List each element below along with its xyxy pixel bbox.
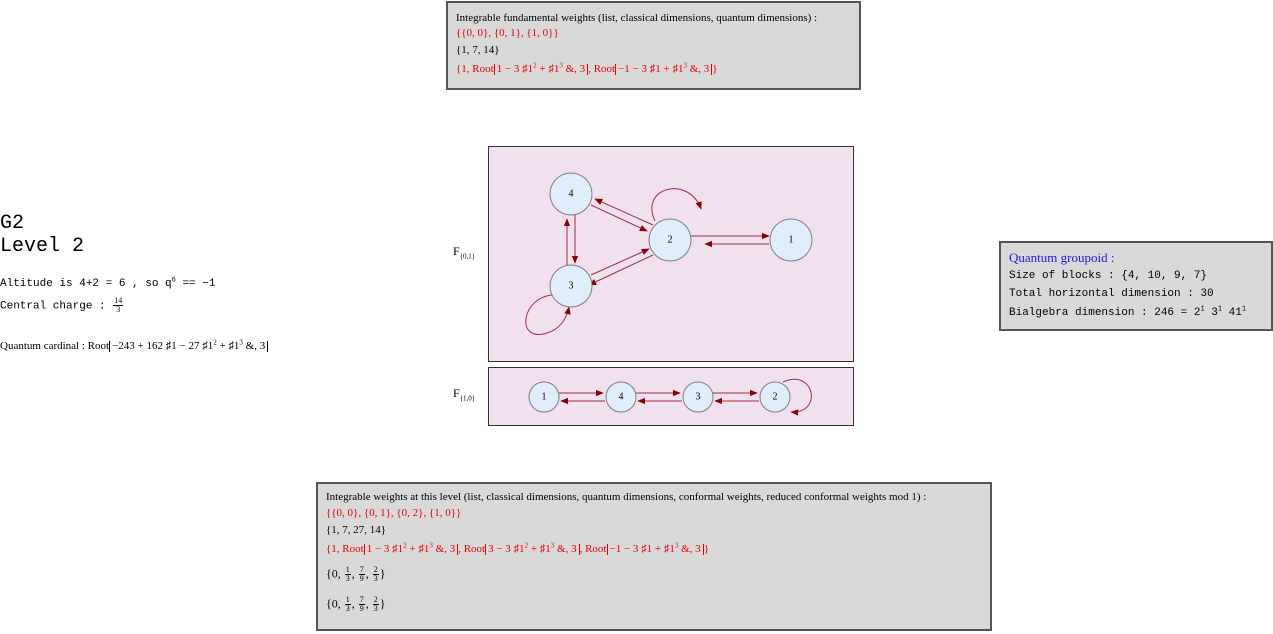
svg-text:1: 1 — [542, 391, 547, 402]
quantum-cardinal-line: Quantum cardinal : Root −243 + 162 ♯1 − 2… — [0, 339, 269, 352]
loop-2 — [651, 188, 702, 222]
graph2-edges — [559, 379, 812, 416]
fundamental-weights-box: Integrable fundamental weights (list, cl… — [446, 1, 861, 90]
svg-text:3: 3 — [696, 391, 701, 402]
svg-text:4: 4 — [619, 391, 624, 402]
integrable-weights-title: Integrable weights at this level (list, … — [326, 491, 927, 503]
fundamental-weights-title: Integrable fundamental weights (list, cl… — [456, 12, 818, 24]
edge-2-4 — [594, 198, 654, 226]
graph1-node-4: 4 — [549, 172, 593, 216]
integrable-classical-dims: {1, 7, 27, 14} — [326, 524, 387, 536]
svg-text:2: 2 — [773, 391, 778, 402]
fundamental-classical-dims: {1, 7, 14} — [456, 44, 500, 56]
fundamental-quantum-dims: {1, Root 1 − 3 ♯12 + ♯13 &, 3, Root −1 − 3… — [456, 61, 718, 75]
svg-text:1: 1 — [789, 234, 794, 245]
algebra-title: G2 — [0, 212, 25, 235]
fusion-graph-label-01: F{0,1} — [453, 244, 476, 261]
graph2-node-1: 1 — [528, 381, 560, 413]
integrable-weights-box: Integrable weights at this level (list, … — [316, 482, 992, 631]
edge-4-2 — [590, 204, 648, 232]
fundamental-weights-list: {{0, 0}, {0, 1}, {1, 0}} — [456, 27, 559, 39]
horizontal-dimension-line: Total horizontal dimension : 30 — [1009, 288, 1214, 300]
edge-3-2 — [590, 248, 650, 276]
graph1-edges — [525, 188, 770, 335]
integrable-quantum-dims: {1, Root 1 − 3 ♯12 + ♯13 &, 3, Root 3 − 3 … — [326, 541, 709, 555]
loop-3 — [525, 294, 571, 335]
fusion-graph-label-10: F{1,0} — [453, 386, 476, 403]
graph1-node-1: 1 — [769, 218, 813, 262]
svg-text:3: 3 — [569, 280, 574, 291]
fusion-graph-10-svg: 1 4 3 2 — [528, 379, 812, 416]
graph1-node-3: 3 — [549, 264, 593, 308]
svg-text:4: 4 — [569, 188, 574, 199]
graph2-node-4: 4 — [605, 381, 637, 413]
bialgebra-dimension-line: Bialgebra dimension : 246 = 21 31 411 — [1009, 305, 1247, 319]
loop-2b — [782, 379, 812, 416]
fusion-graph-01: 4 2 1 3 — [488, 146, 854, 362]
integrable-weights-list: {{0, 0}, {0, 1}, {0, 2}, {1, 0}} — [326, 507, 462, 519]
groupoid-title: Quantum groupoid : — [1009, 250, 1115, 265]
graph1-node-2: 2 — [648, 218, 692, 262]
quantum-groupoid-box: Quantum groupoid : Size of blocks : {4, … — [999, 241, 1273, 331]
level-title: Level 2 — [0, 235, 85, 258]
central-charge-line: Central charge : 14 3 — [0, 296, 124, 314]
edge-2-3 — [588, 254, 654, 286]
blocks-size-line: Size of blocks : {4, 10, 9, 7} — [1009, 270, 1208, 282]
graph2-node-3: 3 — [682, 381, 714, 413]
fusion-graph-10: 1 4 3 2 — [488, 367, 854, 426]
svg-text:2: 2 — [668, 234, 673, 245]
fusion-graph-01-svg: 4 2 1 3 — [525, 172, 813, 335]
graph2-node-2: 2 — [759, 381, 791, 413]
altitude-line: Altitude is 4+2 = 6 , so q6 == −1 — [0, 276, 216, 290]
